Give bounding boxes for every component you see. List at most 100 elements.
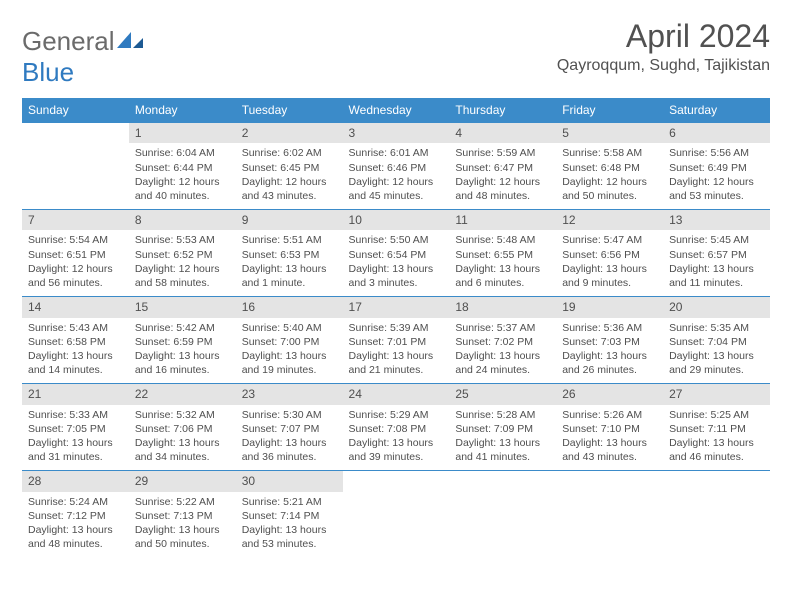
day-content-cell: Sunrise: 6:01 AMSunset: 6:46 PMDaylight:… (343, 143, 450, 209)
sunset-line: Sunset: 6:52 PM (135, 248, 230, 262)
day-number-cell: 30 (236, 471, 343, 492)
sunset-line: Sunset: 6:51 PM (28, 248, 123, 262)
day-content-cell: Sunrise: 5:56 AMSunset: 6:49 PMDaylight:… (663, 143, 770, 209)
day-content-cell: Sunrise: 5:28 AMSunset: 7:09 PMDaylight:… (449, 405, 556, 471)
daylight-line: Daylight: 13 hours and 41 minutes. (455, 436, 550, 464)
sunset-line: Sunset: 7:05 PM (28, 422, 123, 436)
day-content-row: Sunrise: 6:04 AMSunset: 6:44 PMDaylight:… (22, 143, 770, 209)
sunrise-line: Sunrise: 5:39 AM (349, 321, 444, 335)
daylight-line: Daylight: 13 hours and 6 minutes. (455, 262, 550, 290)
day-number-cell: 12 (556, 210, 663, 231)
day-content-cell: Sunrise: 5:50 AMSunset: 6:54 PMDaylight:… (343, 230, 450, 296)
header: GeneralBlue April 2024 Qayroqqum, Sughd,… (22, 18, 770, 88)
weekday-header: Saturday (663, 98, 770, 123)
sunset-line: Sunset: 7:12 PM (28, 509, 123, 523)
sunrise-line: Sunrise: 5:45 AM (669, 233, 764, 247)
sunrise-line: Sunrise: 5:43 AM (28, 321, 123, 335)
sunset-line: Sunset: 7:03 PM (562, 335, 657, 349)
sunset-line: Sunset: 6:54 PM (349, 248, 444, 262)
day-number-row: 14151617181920 (22, 297, 770, 318)
day-content-cell: Sunrise: 5:29 AMSunset: 7:08 PMDaylight:… (343, 405, 450, 471)
sunset-line: Sunset: 7:07 PM (242, 422, 337, 436)
daylight-line: Daylight: 13 hours and 46 minutes. (669, 436, 764, 464)
day-number-cell: 13 (663, 210, 770, 231)
sunset-line: Sunset: 6:53 PM (242, 248, 337, 262)
day-number-cell: 28 (22, 471, 129, 492)
day-number-cell (663, 471, 770, 492)
logo-text: GeneralBlue (22, 26, 145, 88)
day-number-cell (343, 471, 450, 492)
day-number-row: 78910111213 (22, 210, 770, 231)
sunset-line: Sunset: 6:59 PM (135, 335, 230, 349)
day-number-cell: 26 (556, 384, 663, 405)
day-content-cell: Sunrise: 5:51 AMSunset: 6:53 PMDaylight:… (236, 230, 343, 296)
day-number-cell: 24 (343, 384, 450, 405)
sunrise-line: Sunrise: 5:37 AM (455, 321, 550, 335)
day-number-cell: 16 (236, 297, 343, 318)
daylight-line: Daylight: 13 hours and 50 minutes. (135, 523, 230, 551)
day-content-cell: Sunrise: 6:04 AMSunset: 6:44 PMDaylight:… (129, 143, 236, 209)
sunrise-line: Sunrise: 6:04 AM (135, 146, 230, 160)
day-number-row: 282930 (22, 471, 770, 492)
day-number-cell: 7 (22, 210, 129, 231)
day-number-cell: 18 (449, 297, 556, 318)
daylight-line: Daylight: 13 hours and 14 minutes. (28, 349, 123, 377)
day-number-cell: 23 (236, 384, 343, 405)
sunset-line: Sunset: 7:11 PM (669, 422, 764, 436)
sunset-line: Sunset: 7:02 PM (455, 335, 550, 349)
sunrise-line: Sunrise: 5:33 AM (28, 408, 123, 422)
day-number-cell (449, 471, 556, 492)
day-number-cell: 2 (236, 123, 343, 144)
day-content-cell: Sunrise: 5:39 AMSunset: 7:01 PMDaylight:… (343, 318, 450, 384)
day-content-cell (22, 143, 129, 209)
day-number-cell: 20 (663, 297, 770, 318)
daylight-line: Daylight: 13 hours and 36 minutes. (242, 436, 337, 464)
day-content-cell: Sunrise: 5:42 AMSunset: 6:59 PMDaylight:… (129, 318, 236, 384)
day-content-cell: Sunrise: 5:43 AMSunset: 6:58 PMDaylight:… (22, 318, 129, 384)
sunset-line: Sunset: 6:56 PM (562, 248, 657, 262)
day-number-cell: 19 (556, 297, 663, 318)
daylight-line: Daylight: 12 hours and 56 minutes. (28, 262, 123, 290)
weekday-header: Thursday (449, 98, 556, 123)
title-block: April 2024 Qayroqqum, Sughd, Tajikistan (557, 18, 770, 75)
day-content-cell: Sunrise: 5:25 AMSunset: 7:11 PMDaylight:… (663, 405, 770, 471)
day-content-cell: Sunrise: 5:53 AMSunset: 6:52 PMDaylight:… (129, 230, 236, 296)
day-content-cell (449, 492, 556, 558)
logo-word1: General (22, 26, 115, 56)
day-content-cell: Sunrise: 5:58 AMSunset: 6:48 PMDaylight:… (556, 143, 663, 209)
sunrise-line: Sunrise: 5:50 AM (349, 233, 444, 247)
daylight-line: Daylight: 13 hours and 9 minutes. (562, 262, 657, 290)
logo-word2: Blue (22, 57, 74, 87)
day-number-cell: 3 (343, 123, 450, 144)
sunrise-line: Sunrise: 5:53 AM (135, 233, 230, 247)
logo-sail-icon (117, 26, 145, 46)
day-content-cell: Sunrise: 5:45 AMSunset: 6:57 PMDaylight:… (663, 230, 770, 296)
weekday-header-row: SundayMondayTuesdayWednesdayThursdayFrid… (22, 98, 770, 123)
day-content-cell: Sunrise: 5:59 AMSunset: 6:47 PMDaylight:… (449, 143, 556, 209)
day-content-row: Sunrise: 5:54 AMSunset: 6:51 PMDaylight:… (22, 230, 770, 296)
day-content-cell: Sunrise: 5:47 AMSunset: 6:56 PMDaylight:… (556, 230, 663, 296)
day-content-cell: Sunrise: 5:37 AMSunset: 7:02 PMDaylight:… (449, 318, 556, 384)
sunset-line: Sunset: 6:55 PM (455, 248, 550, 262)
daylight-line: Daylight: 13 hours and 11 minutes. (669, 262, 764, 290)
sunrise-line: Sunrise: 5:54 AM (28, 233, 123, 247)
sunrise-line: Sunrise: 5:56 AM (669, 146, 764, 160)
sunrise-line: Sunrise: 5:24 AM (28, 495, 123, 509)
sunset-line: Sunset: 6:48 PM (562, 161, 657, 175)
day-number-cell (22, 123, 129, 144)
daylight-line: Daylight: 12 hours and 48 minutes. (455, 175, 550, 203)
sunrise-line: Sunrise: 5:40 AM (242, 321, 337, 335)
sunrise-line: Sunrise: 5:21 AM (242, 495, 337, 509)
sunrise-line: Sunrise: 5:30 AM (242, 408, 337, 422)
day-number-cell (556, 471, 663, 492)
day-content-row: Sunrise: 5:24 AMSunset: 7:12 PM Daylight:… (22, 492, 770, 558)
sunrise-line: Sunrise: 5:48 AM (455, 233, 550, 247)
weekday-header: Tuesday (236, 98, 343, 123)
day-number-cell: 21 (22, 384, 129, 405)
day-number-cell: 29 (129, 471, 236, 492)
weekday-header: Monday (129, 98, 236, 123)
day-content-cell: Sunrise: 5:24 AMSunset: 7:12 PMDaylight:… (22, 492, 129, 558)
day-content-cell: Sunrise: 5:22 AMSunset: 7:13 PMDaylight:… (129, 492, 236, 558)
logo: GeneralBlue (22, 26, 145, 88)
day-number-cell: 11 (449, 210, 556, 231)
